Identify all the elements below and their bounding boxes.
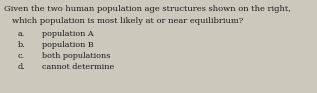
- Text: population A: population A: [42, 30, 94, 38]
- Text: Given the two human population age structures shown on the right,: Given the two human population age struc…: [4, 5, 291, 13]
- Text: a.: a.: [18, 30, 25, 38]
- Text: b.: b.: [18, 41, 26, 49]
- Text: which population is most likely at or near equilibrium?: which population is most likely at or ne…: [12, 17, 243, 25]
- Text: cannot determine: cannot determine: [42, 63, 114, 71]
- Text: d.: d.: [18, 63, 26, 71]
- Text: population B: population B: [42, 41, 94, 49]
- Text: c.: c.: [18, 52, 25, 60]
- Text: both populations: both populations: [42, 52, 110, 60]
